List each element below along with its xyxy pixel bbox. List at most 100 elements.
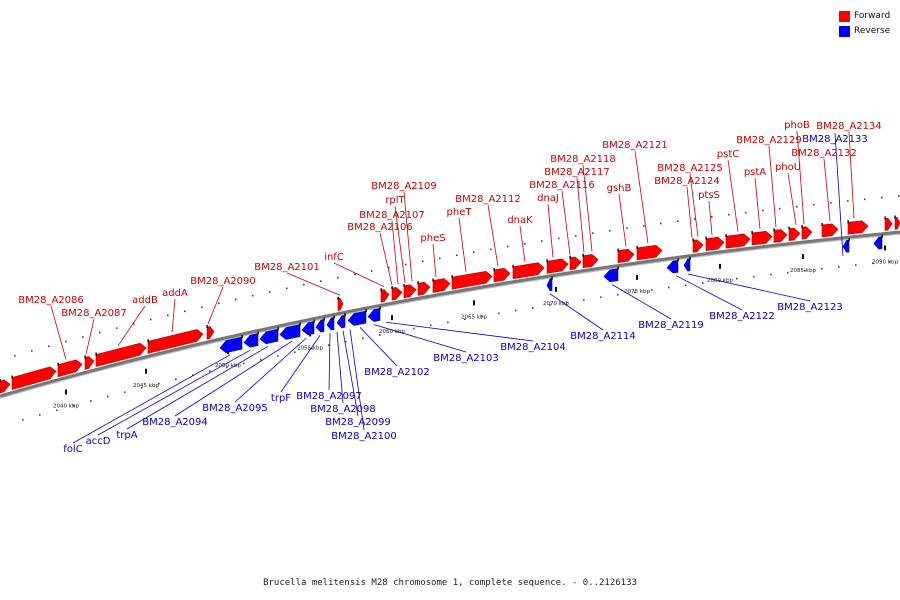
tick-mark [830, 202, 832, 204]
gene-label: BM28_A2122 [709, 311, 775, 322]
tick-mark [566, 301, 568, 304]
leader-line [379, 232, 393, 286]
forward-gene-arrow [617, 248, 635, 263]
legend-label-reverse: Reverse [854, 26, 891, 36]
forward-gene-arrow [636, 244, 663, 261]
gene-boundary-tick [432, 278, 434, 282]
gene-boundary-tick [451, 275, 453, 279]
legend-label-forward: Forward [854, 11, 891, 21]
gene-label: BM28_A2119 [638, 320, 704, 331]
leader-line [834, 132, 844, 256]
scale-label: 2070 kbp [543, 301, 569, 307]
leader-line [611, 284, 672, 320]
tick-mark [677, 220, 679, 223]
leader-line [549, 293, 604, 331]
tick-mark [303, 283, 305, 286]
forward-gene-arrow [417, 281, 431, 296]
forward-gene-arrow [894, 216, 900, 230]
gene-label: BM28_A2121 [602, 140, 668, 151]
forward-gene-arrow [569, 256, 582, 271]
reverse-gene-arrow [546, 278, 553, 292]
tick-mark [90, 400, 92, 402]
gene-label: gshB [607, 183, 632, 194]
gene-label: phoB [784, 120, 810, 131]
gene-boundary-tick [365, 309, 367, 313]
scale-major-tick [391, 315, 393, 321]
leader-line [686, 186, 693, 238]
leader-line [689, 173, 699, 237]
gene-label: BM28_A2098 [310, 404, 376, 415]
forward-gene-arrow [337, 297, 344, 312]
gene-label: folC [63, 444, 82, 455]
gene-boundary-tick [894, 215, 896, 219]
gene-boundary-tick [881, 234, 883, 238]
gene-boundary-tick [705, 236, 707, 240]
tick-mark [48, 345, 50, 348]
gene-label: BM28_A2129 [736, 135, 802, 146]
gene-boundary-tick [884, 216, 886, 220]
gene-label: BM28_A2107 [359, 210, 425, 221]
tick-mark [881, 196, 883, 199]
tick-mark [252, 294, 254, 297]
gene-label: BM28_A2101 [254, 262, 320, 273]
tick-mark [702, 282, 704, 284]
tick-mark [345, 340, 347, 343]
tick-mark [158, 382, 160, 385]
tick-mark [898, 195, 900, 197]
tick-mark [498, 312, 500, 315]
gene-label: BM28_A2086 [18, 295, 84, 306]
gene-label: BM28_A2123 [777, 302, 843, 313]
tick-mark [634, 291, 636, 294]
gene-label: dnaJ [537, 193, 559, 204]
tick-mark [73, 404, 75, 407]
forward-gene-arrow [0, 379, 11, 394]
leader-line [576, 177, 585, 253]
gene-boundary-tick [206, 325, 208, 329]
tick-mark [838, 266, 840, 268]
gene-label: pstA [744, 167, 766, 178]
forward-gene-arrow [821, 223, 839, 238]
gene-label: BM28_A2087 [61, 308, 127, 319]
forward-gene-arrow [546, 258, 569, 274]
tick-mark [643, 225, 645, 227]
gene-label: pstC [717, 149, 739, 160]
leader-line [373, 324, 467, 353]
tick-mark [804, 269, 806, 272]
tick-mark [660, 222, 662, 225]
gene-label: BM28_A2118 [550, 154, 616, 165]
tick-mark [422, 260, 424, 263]
gene-label: BM28_A2114 [570, 331, 636, 342]
tick-mark [439, 257, 441, 260]
gene-label: BM28_A2106 [347, 222, 413, 233]
gene-label: BM28_A2104 [500, 342, 566, 353]
leader-line [174, 340, 293, 417]
gene-boundary-tick [57, 362, 59, 366]
reverse-gene-arrow [326, 317, 335, 331]
reverse-gene-arrow [336, 314, 346, 329]
tick-mark [31, 350, 33, 352]
gene-label: addB [132, 295, 158, 306]
leader-line [234, 337, 307, 403]
gene-boundary-tick [241, 335, 243, 339]
gene-boundary-tick [725, 234, 727, 238]
tick-mark [184, 310, 186, 313]
forward-gene-arrow [847, 220, 869, 235]
tick-mark [65, 340, 67, 343]
gene-boundary-tick [569, 255, 571, 259]
gene-boundary-tick [801, 225, 803, 229]
tick-mark [201, 306, 203, 309]
gene-boundary-tick [313, 319, 315, 323]
gene-label: BM28_A2097 [296, 391, 362, 402]
tick-mark [39, 414, 41, 416]
forward-gene-arrow [582, 254, 599, 269]
gene-label: BM28_A2109 [371, 181, 437, 192]
leader-line [848, 131, 855, 219]
gene-label: BM28_A2132 [791, 148, 857, 159]
leader-line [458, 217, 467, 272]
scale-label: 2075 kbp [624, 289, 650, 295]
reverse-gene-arrow [259, 328, 279, 345]
label-leader-lines [50, 130, 855, 444]
tick-mark [847, 200, 849, 202]
gene-label: BM28_A2134 [816, 121, 882, 132]
